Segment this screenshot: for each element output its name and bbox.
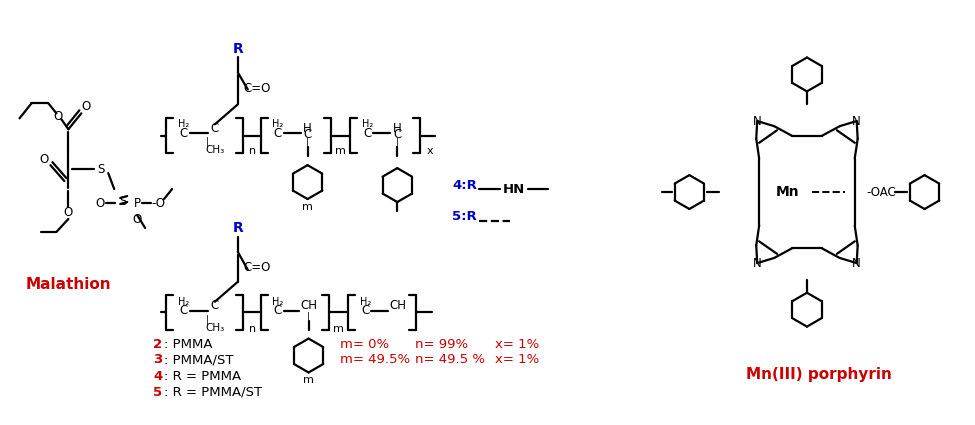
- Text: C: C: [179, 127, 188, 140]
- Text: C: C: [274, 304, 282, 317]
- Text: S: S: [120, 195, 127, 207]
- Text: 4: 4: [153, 370, 163, 383]
- Text: |: |: [306, 138, 309, 148]
- Text: C: C: [274, 127, 282, 140]
- Text: C=O: C=O: [243, 261, 270, 274]
- Text: m= 49.5%: m= 49.5%: [340, 353, 410, 366]
- Text: |: |: [206, 137, 209, 147]
- Text: |: |: [396, 138, 399, 148]
- Text: |: |: [307, 312, 310, 322]
- Text: C: C: [179, 304, 188, 317]
- Text: H₂: H₂: [272, 297, 284, 307]
- Text: -O: -O: [151, 196, 165, 210]
- Text: N: N: [852, 114, 861, 127]
- Text: 3: 3: [153, 353, 163, 366]
- Text: S: S: [98, 163, 105, 176]
- Text: : PMMA/ST: : PMMA/ST: [164, 353, 234, 366]
- Text: R: R: [232, 221, 243, 235]
- Text: H₂: H₂: [178, 119, 189, 129]
- Text: x= 1%: x= 1%: [495, 338, 539, 351]
- Text: C: C: [393, 128, 402, 141]
- Text: n: n: [250, 323, 256, 334]
- Text: x= 1%: x= 1%: [495, 353, 539, 366]
- Text: R: R: [232, 42, 243, 56]
- Text: 5: 5: [153, 386, 162, 399]
- Text: 2: 2: [153, 338, 162, 351]
- Text: CH: CH: [390, 299, 407, 312]
- Text: O: O: [82, 100, 91, 113]
- Text: : R = PMMA/ST: : R = PMMA/ST: [164, 386, 262, 399]
- Text: : R = PMMA: : R = PMMA: [164, 370, 241, 383]
- Text: N: N: [753, 257, 761, 269]
- Text: m: m: [302, 202, 313, 212]
- Text: |: |: [206, 314, 209, 325]
- Text: H: H: [393, 122, 402, 135]
- Text: -OAC: -OAC: [867, 186, 896, 198]
- Text: C: C: [211, 122, 219, 135]
- Text: n= 99%: n= 99%: [415, 338, 468, 351]
- Text: O: O: [133, 213, 141, 227]
- Text: n= 49.5 %: n= 49.5 %: [415, 353, 486, 366]
- Text: HN: HN: [503, 183, 526, 196]
- Text: H₂: H₂: [178, 297, 189, 307]
- Text: Mn: Mn: [775, 185, 799, 199]
- Text: CH: CH: [300, 299, 317, 312]
- Text: O: O: [54, 110, 63, 123]
- Text: m: m: [303, 375, 314, 385]
- Text: CH₃: CH₃: [206, 145, 224, 155]
- Text: n: n: [250, 146, 256, 156]
- Text: C: C: [303, 128, 312, 141]
- Text: C=O: C=O: [243, 82, 270, 95]
- Text: m: m: [333, 323, 344, 334]
- Text: N: N: [753, 114, 761, 127]
- Text: m= 0%: m= 0%: [340, 338, 390, 351]
- Text: 5:R: 5:R: [452, 210, 477, 224]
- Text: O: O: [96, 196, 105, 210]
- Text: Mn(III) porphyrin: Mn(III) porphyrin: [746, 367, 892, 382]
- Text: 4:R: 4:R: [452, 178, 477, 192]
- Text: C: C: [364, 127, 371, 140]
- Text: O: O: [40, 153, 49, 166]
- Text: P: P: [134, 196, 140, 210]
- Text: N: N: [852, 257, 861, 269]
- Text: O: O: [63, 207, 73, 219]
- Text: H₂: H₂: [362, 119, 373, 129]
- Text: H: H: [303, 122, 312, 135]
- Text: Malathion: Malathion: [25, 277, 111, 292]
- Text: : PMMA: : PMMA: [164, 338, 213, 351]
- Text: x: x: [427, 146, 434, 156]
- Text: H₂: H₂: [360, 297, 371, 307]
- Text: C: C: [362, 304, 370, 317]
- Text: H₂: H₂: [272, 119, 284, 129]
- Text: m: m: [335, 146, 346, 156]
- Text: C: C: [211, 299, 219, 312]
- Text: CH₃: CH₃: [206, 323, 224, 333]
